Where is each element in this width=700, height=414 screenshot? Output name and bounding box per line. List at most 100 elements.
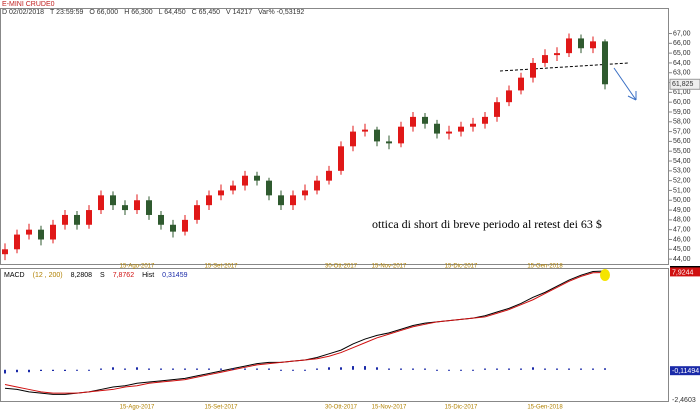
info-field: H 66,300 — [124, 9, 153, 16]
hist-bar — [604, 368, 606, 370]
y-tick-label: 66,00 — [673, 40, 691, 47]
hist-bar — [544, 368, 546, 370]
info-field: D 02/02/2018 — [2, 9, 44, 16]
x-tick-label: 15-Set-2017 — [204, 264, 238, 270]
macd-header: S — [100, 272, 105, 279]
y-tick-label: 59,00 — [673, 109, 691, 116]
candle-body — [386, 141, 392, 144]
candle-body — [434, 123, 440, 134]
annotation: ottica di short di breve periodo al rete… — [372, 217, 602, 231]
candle-body — [602, 41, 608, 85]
y-tick-label: 53,00 — [673, 168, 691, 175]
hist-bar — [436, 369, 438, 371]
y-tick-label: 45,00 — [673, 246, 691, 253]
candle-body — [338, 146, 344, 171]
candle-body — [254, 175, 260, 181]
macd-tick-box — [670, 267, 700, 277]
y-tick-label: 67,00 — [673, 30, 691, 37]
y-tick-label: 64,00 — [673, 60, 691, 67]
hist-bar — [100, 368, 102, 370]
hist-bar — [172, 368, 174, 370]
hist-bar — [268, 368, 270, 370]
candle-body — [158, 214, 164, 225]
hist-bar — [124, 368, 126, 370]
hist-bar — [64, 369, 66, 372]
last-price-label: 61,825 — [672, 81, 694, 88]
candle-body — [98, 195, 104, 211]
macd-header: 7,8762 — [113, 272, 135, 279]
candle-body — [374, 129, 380, 142]
y-tick-label: 58,00 — [673, 119, 691, 126]
candle-body — [302, 190, 308, 196]
candle-body — [110, 195, 116, 206]
y-tick-label: 51,00 — [673, 187, 691, 194]
hist-bar — [472, 369, 474, 371]
hist-bar — [388, 368, 390, 370]
candle-body — [170, 224, 176, 232]
hist-bar — [328, 367, 330, 370]
candle-body — [398, 126, 404, 144]
hist-bar — [316, 368, 318, 370]
hist-bar — [364, 366, 366, 370]
y-tick-label: 57,00 — [673, 128, 691, 135]
candle-body — [458, 126, 464, 132]
hist-bar — [160, 368, 162, 370]
info-field: T 23:59:59 — [50, 9, 83, 16]
arrow — [613, 67, 637, 101]
hist-bar — [52, 369, 54, 372]
candle-body — [26, 229, 32, 235]
candle-body — [518, 77, 524, 91]
candle-body — [134, 200, 140, 211]
hist-bar — [304, 369, 306, 371]
candle-body — [194, 205, 200, 220]
candle-body — [50, 224, 56, 240]
hist-bar — [184, 368, 186, 370]
info-field: C 65,450 — [192, 9, 221, 16]
info-field: L 64,450 — [159, 9, 186, 16]
hist-bar — [40, 369, 42, 372]
candle-body — [362, 129, 368, 132]
x-tick-label: 15-Gen-2018 — [527, 405, 563, 411]
candle-body — [566, 38, 572, 54]
macd-header: (12 , 200) — [33, 272, 63, 279]
hist-bar — [232, 368, 234, 370]
macd-header: 0,31459 — [162, 272, 187, 279]
hist-bar — [148, 368, 150, 370]
hist-bar — [376, 367, 378, 370]
x-tick-label: 15-Nov-2017 — [372, 405, 407, 411]
hist-bar — [76, 369, 78, 371]
macd-tick-box — [670, 366, 700, 376]
candle-body — [146, 200, 152, 215]
y-tick-label: 55,00 — [673, 148, 691, 155]
info-field: O 66,000 — [89, 9, 118, 16]
last-price-box — [669, 78, 700, 90]
hist-bar — [244, 368, 246, 370]
candle-body — [14, 234, 20, 250]
y-tick-label: 61,00 — [673, 89, 691, 96]
candle-body — [446, 131, 452, 134]
info-field: Var% -0,53192 — [258, 9, 304, 16]
candle-body — [290, 195, 296, 206]
info-field: V 14217 — [226, 9, 252, 16]
x-tick-label: 30-Ott-2017 — [325, 405, 358, 411]
candle-body — [62, 214, 68, 225]
x-tick-label: 15-Nov-2017 — [372, 264, 407, 270]
hist-bar — [88, 369, 90, 371]
symbol: E-MINI CRUDE0 — [2, 1, 55, 8]
hist-bar — [448, 369, 450, 371]
hist-bar — [532, 367, 534, 370]
hist-bar — [556, 368, 558, 370]
candle-body — [38, 229, 44, 240]
hist-bar — [484, 368, 486, 370]
hist-bar — [508, 368, 510, 370]
hist-bar — [112, 367, 114, 370]
x-tick-label: 30-Ott-2017 — [325, 264, 358, 270]
hist-bar — [196, 368, 198, 370]
y-tick-label: 48,00 — [673, 217, 691, 224]
hist-bar — [400, 368, 402, 370]
marker — [600, 268, 610, 281]
hist-bar — [496, 368, 498, 370]
candle-body — [218, 190, 224, 196]
hist-bar — [520, 368, 522, 370]
candle-body — [182, 219, 188, 232]
